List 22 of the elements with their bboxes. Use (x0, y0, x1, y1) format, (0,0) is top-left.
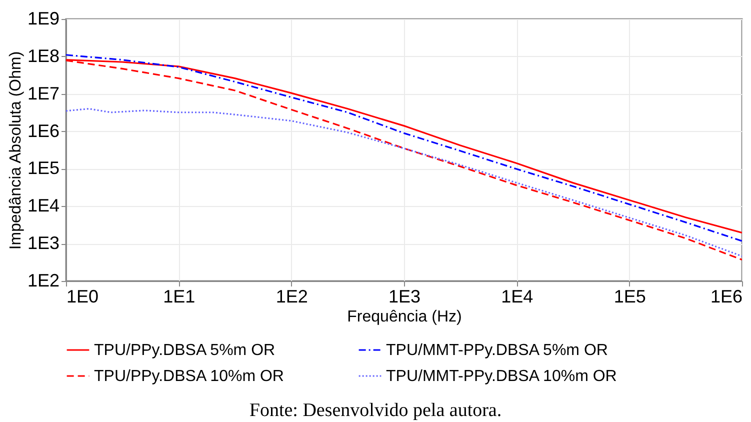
x-tick-label: 1E4 (501, 286, 534, 306)
y-tick-label: 1E5 (27, 158, 60, 178)
x-tick-label: 1E0 (66, 286, 99, 306)
legend-label: TPU/PPy.DBSA 5%m OR (94, 342, 276, 359)
x-tick-label: 1E5 (614, 286, 646, 306)
x-tick-label: 1E6 (710, 286, 742, 306)
x-tick-label: 1E1 (163, 286, 196, 306)
legend-label: TPU/MMT-PPy.DBSA 5%m OR (386, 342, 608, 359)
source-note: Fonte: Desenvolvido pela autora. (248, 400, 503, 422)
x-tick-label: 1E3 (388, 286, 421, 306)
y-axis-title: Impedância Absoluta (Ohm) (7, 51, 24, 250)
x-tick-label: 1E2 (276, 286, 308, 306)
legend-label: TPU/MMT-PPy.DBSA 10%m OR (386, 368, 617, 385)
y-tick-label: 1E7 (27, 83, 60, 104)
y-tick-label: 1E2 (27, 270, 60, 290)
y-tick-label: 1E6 (27, 120, 60, 141)
legend-label: TPU/PPy.DBSA 10%m OR (94, 368, 284, 385)
y-tick-label: 1E8 (27, 46, 60, 66)
y-tick-label: 1E9 (27, 8, 60, 28)
y-tick-label: 1E4 (27, 196, 60, 216)
y-tick-label: 1E3 (27, 233, 60, 254)
x-axis-title: Frequência (Hz) (347, 308, 462, 326)
